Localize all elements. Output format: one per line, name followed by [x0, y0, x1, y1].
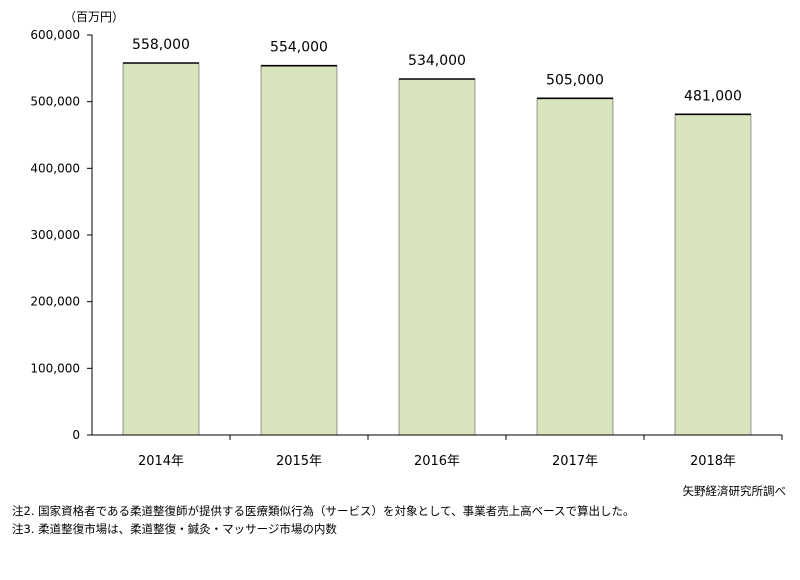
bar [260, 65, 338, 436]
y-tick-label: 600,000 [30, 28, 80, 42]
y-tick-label: 0 [72, 428, 80, 442]
data-label: 481,000 [684, 88, 742, 104]
y-tick-label: 500,000 [30, 95, 80, 109]
data-label: 534,000 [408, 53, 466, 69]
source-label: 矢野経済研究所調べ [682, 484, 787, 498]
note-3: 注3. 柔道整復市場は、柔道整復・鍼灸・マッサージ市場の内数 [12, 522, 337, 536]
bar [398, 78, 476, 436]
y-tick-label: 200,000 [30, 295, 80, 309]
bar [536, 97, 614, 436]
y-tick-label: 300,000 [30, 228, 80, 242]
x-tick-label: 2016年 [414, 454, 460, 469]
y-axis: 0 100,000 200,000 300,000 400,000 500,000 600,… [30, 28, 93, 442]
bars: 558,000 554,000 534,000 505,000 481,000 [122, 37, 752, 436]
bar [122, 62, 200, 436]
x-tick-label: 2015年 [276, 454, 322, 469]
note-2: 注2. 国家資格者である柔道整復師が提供する医療類似行為（サービス）を対象として… [12, 504, 635, 518]
data-label: 558,000 [132, 37, 190, 53]
x-tick-label: 2014年 [138, 454, 184, 469]
x-tick-label: 2018年 [690, 454, 736, 469]
unit-label: （百万円） [64, 10, 124, 24]
x-axis: 2014年 2015年 2016年 2017年 2018年 [92, 434, 783, 469]
y-tick-label: 100,000 [30, 361, 80, 375]
y-tick-label: 400,000 [30, 161, 80, 175]
bar [674, 113, 752, 436]
data-label: 554,000 [270, 40, 328, 56]
data-label: 505,000 [546, 72, 604, 88]
x-tick-label: 2017年 [552, 454, 598, 469]
bar-chart: （百万円） 0 100,000 200,000 300,000 400,000 500,0… [30, 10, 783, 469]
